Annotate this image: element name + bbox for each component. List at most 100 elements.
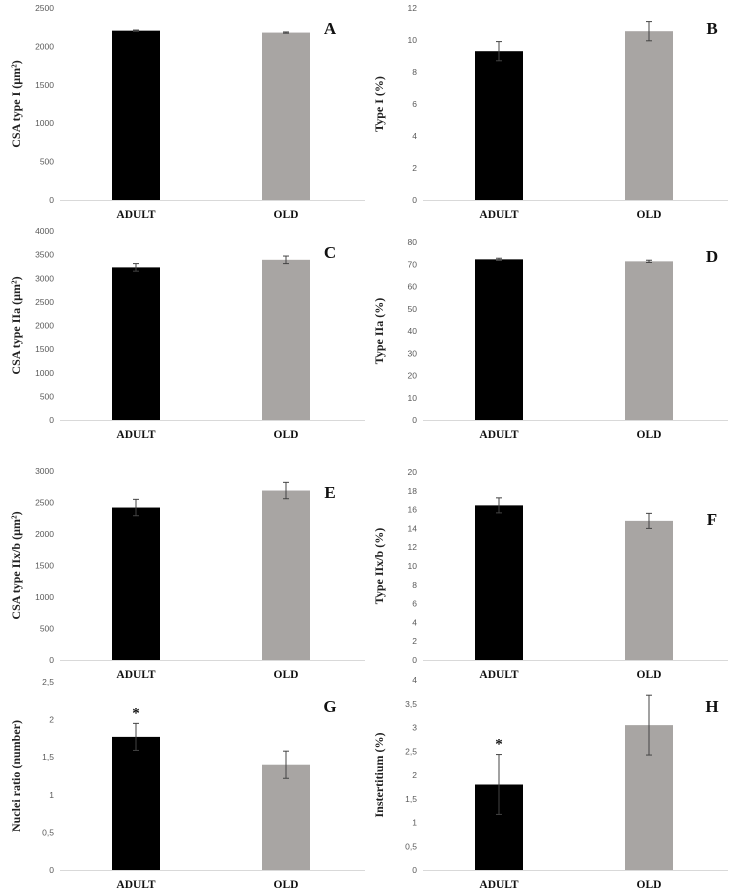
panel-d-ytick-label: 80	[408, 237, 418, 247]
panel-f-bar-old	[625, 520, 673, 660]
panel-b-ytick-label: 4	[412, 131, 417, 141]
panel-b-ytick-label: 2	[412, 163, 417, 173]
panel-e-ytick-label: 3000	[35, 466, 54, 476]
panel-b-ytick-label: 6	[412, 99, 417, 109]
panel-c-ytick-label: 1500	[35, 344, 54, 354]
panel-d-ytick-label: 70	[408, 259, 418, 269]
panel-h-ytick-label: 0	[412, 865, 417, 875]
panel-h-significance-marker: *	[495, 737, 503, 753]
panel-e-bar-adult	[112, 507, 160, 660]
panel-c-bar-adult	[112, 267, 160, 420]
panel-g-letter: G	[323, 697, 336, 716]
panel-e-letter: E	[324, 483, 335, 502]
panel-g-bar-adult	[112, 736, 160, 870]
panel-h-ytick-label: 3	[412, 723, 417, 733]
panel-e-category-label-old: OLD	[274, 669, 299, 681]
panel-d-ytick-label: 40	[408, 326, 418, 336]
panel-h-category-label-old: OLD	[637, 879, 662, 891]
panel-b-bar-old	[625, 31, 673, 201]
panel-d-bar-old	[625, 261, 673, 420]
panel-h-ytick-label: 2,5	[405, 746, 417, 756]
panel-f-bar-adult	[475, 505, 523, 660]
panel-a-category-label-adult: ADULT	[116, 209, 156, 221]
panel-c-ytick-label: 4000	[35, 226, 54, 236]
panel-f-ytick-label: 12	[408, 542, 418, 552]
panel-a-ytick-label: 500	[40, 157, 54, 167]
panel-h-ytick-label: 1,5	[405, 794, 417, 804]
panel-f-category-label-old: OLD	[637, 669, 662, 681]
panel-f-ytick-label: 6	[412, 599, 417, 609]
panel-a-bar-old	[262, 32, 310, 200]
panel-e-category-label-adult: ADULT	[116, 669, 156, 681]
panel-a-y-axis-label: CSA type I (µm²)	[9, 60, 23, 148]
panel-c-ytick-label: 2000	[35, 321, 54, 331]
panel-c-bar-old	[262, 259, 310, 420]
panel-f-y-axis-label: Type IIx/b (%)	[372, 528, 386, 604]
panel-c-letter: C	[324, 243, 336, 262]
panel-d-ytick-label: 20	[408, 371, 418, 381]
panel-a-ytick-label: 2500	[35, 3, 54, 13]
panel-g-ytick-label: 2,5	[42, 677, 54, 687]
panel-f-ytick-label: 0	[412, 655, 417, 665]
panel-b-letter: B	[706, 19, 717, 38]
panel-d-category-label-adult: ADULT	[479, 429, 519, 441]
panel-h-ytick-label: 4	[412, 675, 417, 685]
panel-c-ytick-label: 0	[49, 415, 54, 425]
panel-b-y-axis-label: Type I (%)	[372, 76, 386, 132]
panel-f-category-label-adult: ADULT	[479, 669, 519, 681]
panel-d-ytick-label: 0	[412, 415, 417, 425]
panel-h-letter: H	[705, 697, 718, 716]
panel-d-ytick-label: 30	[408, 348, 418, 358]
panel-f-ytick-label: 20	[408, 467, 418, 477]
panel-f-ytick-label: 4	[412, 617, 417, 627]
panel-e-ytick-label: 0	[49, 655, 54, 665]
panel-a-ytick-label: 1000	[35, 118, 54, 128]
panel-h-ytick-label: 0,5	[405, 841, 417, 851]
panel-a-ytick-label: 0	[49, 195, 54, 205]
panel-c-category-label-adult: ADULT	[116, 429, 156, 441]
panel-a-category-label-old: OLD	[274, 209, 299, 221]
panel-a-ytick-label: 2000	[35, 41, 54, 51]
panel-e-ytick-label: 1500	[35, 561, 54, 571]
panel-g-significance-marker: *	[132, 705, 140, 721]
panel-e-ytick-label: 500	[40, 624, 54, 634]
panel-g-ytick-label: 0,5	[42, 827, 54, 837]
panel-b-category-label-old: OLD	[637, 209, 662, 221]
panel-f-ytick-label: 10	[408, 561, 418, 571]
panel-g-bar-old	[262, 764, 310, 870]
panel-g-ytick-label: 2	[49, 715, 54, 725]
panel-h-y-axis-label: Instertitium (%)	[372, 733, 386, 818]
panel-g-ytick-label: 1,5	[42, 752, 54, 762]
panel-f-ytick-label: 16	[408, 505, 418, 515]
panel-b-ytick-label: 10	[408, 35, 418, 45]
panel-a-bar-adult	[112, 30, 160, 200]
panel-g-ytick-label: 0	[49, 865, 54, 875]
panel-g-y-axis-label: Nuclei ratio (number)	[9, 720, 23, 832]
panel-d-y-axis-label: Type IIa (%)	[372, 298, 386, 364]
panel-h-category-label-adult: ADULT	[479, 879, 519, 891]
panel-c-y-axis-label: CSA type IIa (µm²)	[9, 276, 23, 374]
panel-b-bar-adult	[475, 51, 523, 201]
panel-f-ytick-label: 8	[412, 580, 417, 590]
panel-g-category-label-adult: ADULT	[116, 879, 156, 891]
panel-d-ytick-label: 50	[408, 304, 418, 314]
panel-c-ytick-label: 3000	[35, 273, 54, 283]
panel-b-ytick-label: 12	[408, 3, 418, 13]
panel-f-letter: F	[707, 510, 717, 529]
panel-c-ytick-label: 3500	[35, 250, 54, 260]
panel-a-letter: A	[324, 19, 337, 38]
panel-h-ytick-label: 3,5	[405, 699, 417, 709]
panel-c-ytick-label: 2500	[35, 297, 54, 307]
panel-e-ytick-label: 2500	[35, 498, 54, 508]
panel-d-bar-adult	[475, 259, 523, 420]
panel-c-ytick-label: 1000	[35, 368, 54, 378]
panel-h-ytick-label: 2	[412, 770, 417, 780]
panel-e-bar-old	[262, 490, 310, 660]
panel-d-ytick-label: 10	[408, 393, 418, 403]
panel-e-y-axis-label: CSA type IIx/b (µm²)	[9, 511, 23, 619]
panel-g-category-label-old: OLD	[274, 879, 299, 891]
panel-g-ytick-label: 1	[49, 790, 54, 800]
panel-d-category-label-old: OLD	[637, 429, 662, 441]
panel-f-ytick-label: 14	[408, 523, 418, 533]
